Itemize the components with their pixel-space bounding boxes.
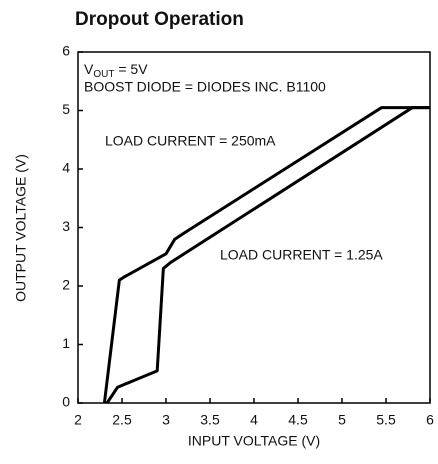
x-tick-label: 3.5: [200, 412, 220, 428]
y-tick-label: 0: [62, 394, 70, 410]
y-tick-label: 3: [62, 218, 70, 234]
x-tick-label: 2: [74, 412, 82, 428]
annotation-text: V: [84, 61, 94, 77]
y-tick-label: 4: [62, 160, 70, 176]
x-tick-label: 2.5: [112, 412, 132, 428]
line-series: [105, 106, 430, 404]
x-tick-label: 3: [162, 412, 170, 428]
annotation: BOOST DIODE = DIODES INC. B1100: [84, 79, 326, 95]
y-axis-label: OUTPUT VOLTAGE (V): [13, 154, 29, 302]
x-tick-label: 5.5: [376, 412, 396, 428]
plot-frame: [77, 51, 431, 404]
x-tick-label: 4.5: [288, 412, 308, 428]
series-label: LOAD CURRENT = 1.25A: [220, 247, 383, 263]
x-tick-label: 5: [338, 412, 346, 428]
annotation: VOUT = 5V: [84, 61, 148, 80]
chart-title: Dropout Operation: [75, 9, 244, 30]
y-tick-label: 2: [62, 277, 70, 293]
series-label: LOAD CURRENT = 250mA: [105, 133, 276, 149]
x-tick-label: 4: [250, 412, 258, 428]
y-tick-label: 6: [62, 43, 70, 59]
x-tick-label: 6: [426, 412, 434, 428]
line-series: [102, 106, 430, 404]
y-tick-label: 5: [62, 101, 70, 117]
annotation-subscript: OUT: [93, 69, 114, 80]
x-axis-label: INPUT VOLTAGE (V): [188, 433, 320, 449]
annotation-suffix: = 5V: [114, 61, 148, 77]
y-tick-label: 1: [62, 335, 70, 351]
